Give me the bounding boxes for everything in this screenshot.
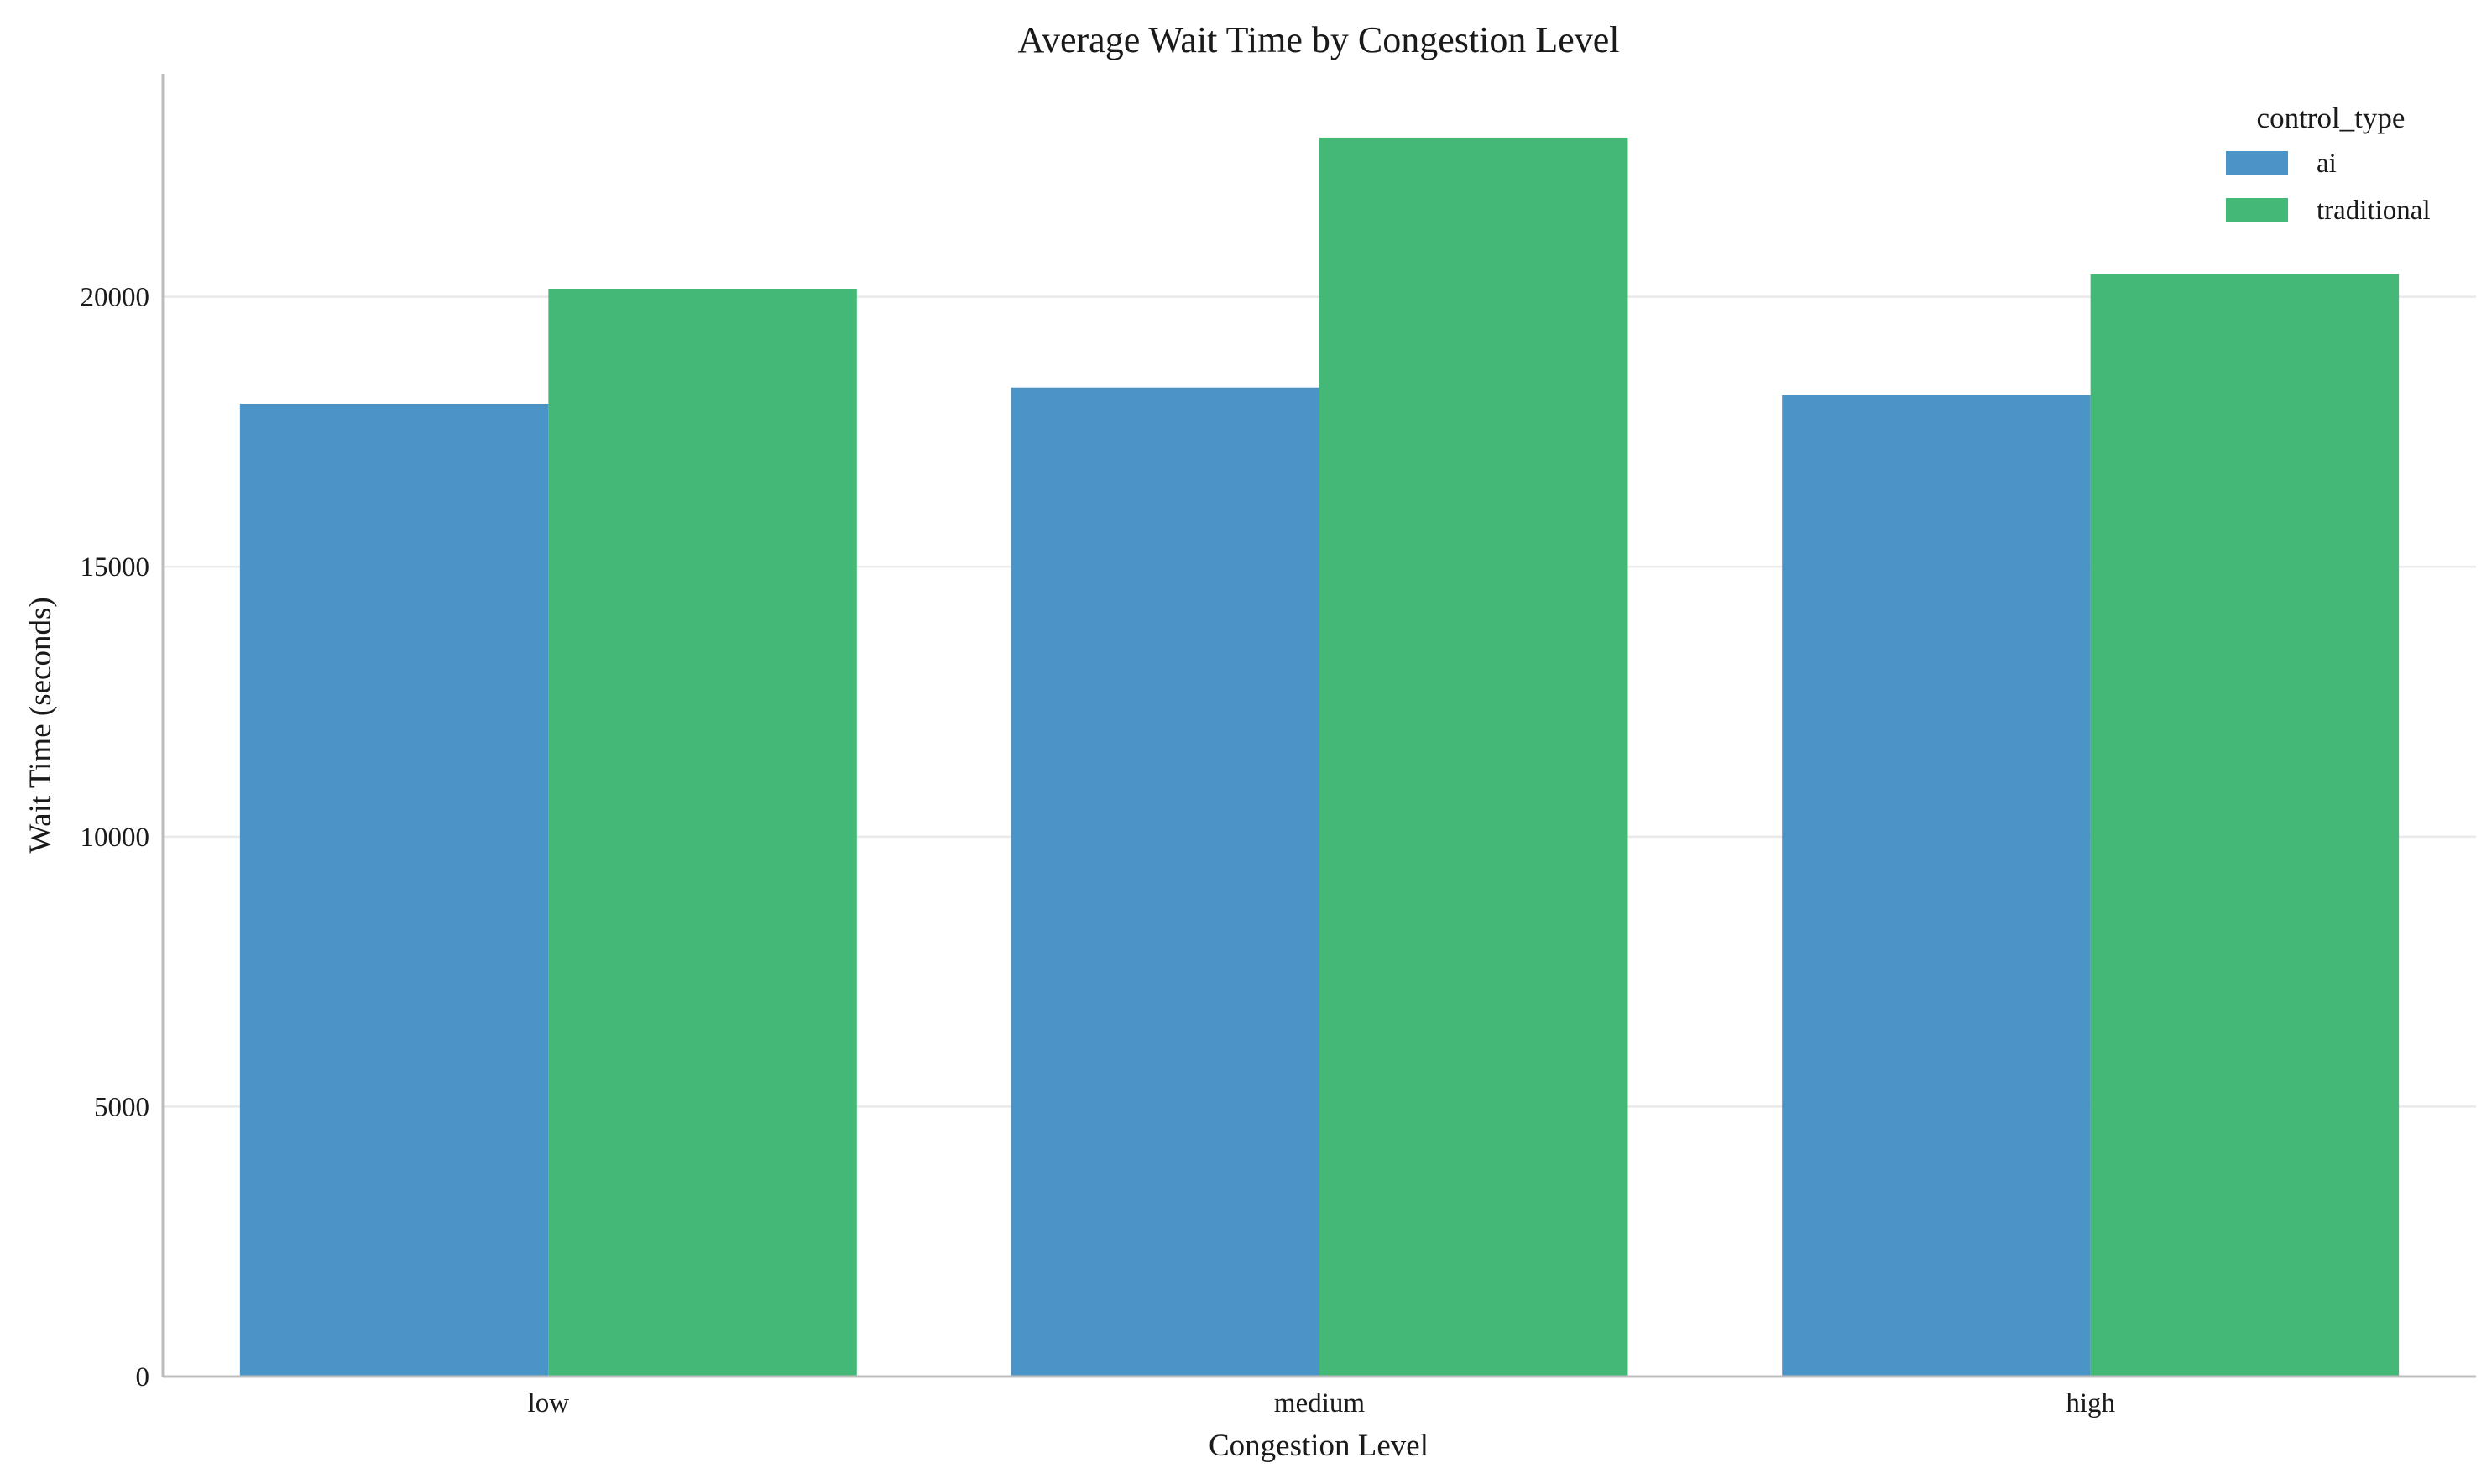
- bar-traditional-high: [2090, 274, 2400, 1377]
- x-tick-label: low: [528, 1388, 570, 1419]
- y-tick-label: 20000: [81, 283, 150, 313]
- legend-swatch-ai: [2226, 151, 2288, 175]
- x-tick-labels: low medium high: [528, 1388, 2116, 1419]
- chart-title: Average Wait Time by Congestion Level: [1017, 19, 1619, 60]
- bar-ai-medium: [1011, 387, 1319, 1377]
- x-tick-label: high: [2066, 1388, 2115, 1419]
- legend-entries: ai traditional: [2226, 149, 2431, 226]
- x-axis-label: Congestion Level: [1209, 1429, 1429, 1463]
- legend-label-ai: ai: [2317, 149, 2337, 179]
- y-axis-label: Wait Time (seconds): [24, 597, 58, 853]
- legend-title: control_type: [2257, 102, 2406, 134]
- bar-traditional-medium: [1319, 137, 1628, 1377]
- y-tick-label: 10000: [81, 823, 150, 853]
- legend-label-traditional: traditional: [2317, 196, 2431, 226]
- bar-ai-low: [239, 403, 549, 1377]
- y-tick-label: 5000: [94, 1092, 149, 1122]
- bar-traditional-low: [548, 288, 857, 1377]
- y-tick-labels: 0 5000 10000 15000 20000: [81, 283, 150, 1393]
- legend: control_type ai traditional: [2226, 102, 2431, 226]
- bars: [239, 137, 2400, 1377]
- legend-swatch-traditional: [2226, 198, 2288, 222]
- bar-ai-high: [1782, 395, 2091, 1377]
- x-tick-label: medium: [1274, 1388, 1365, 1419]
- y-tick-label: 0: [136, 1362, 150, 1393]
- y-tick-label: 15000: [81, 552, 150, 583]
